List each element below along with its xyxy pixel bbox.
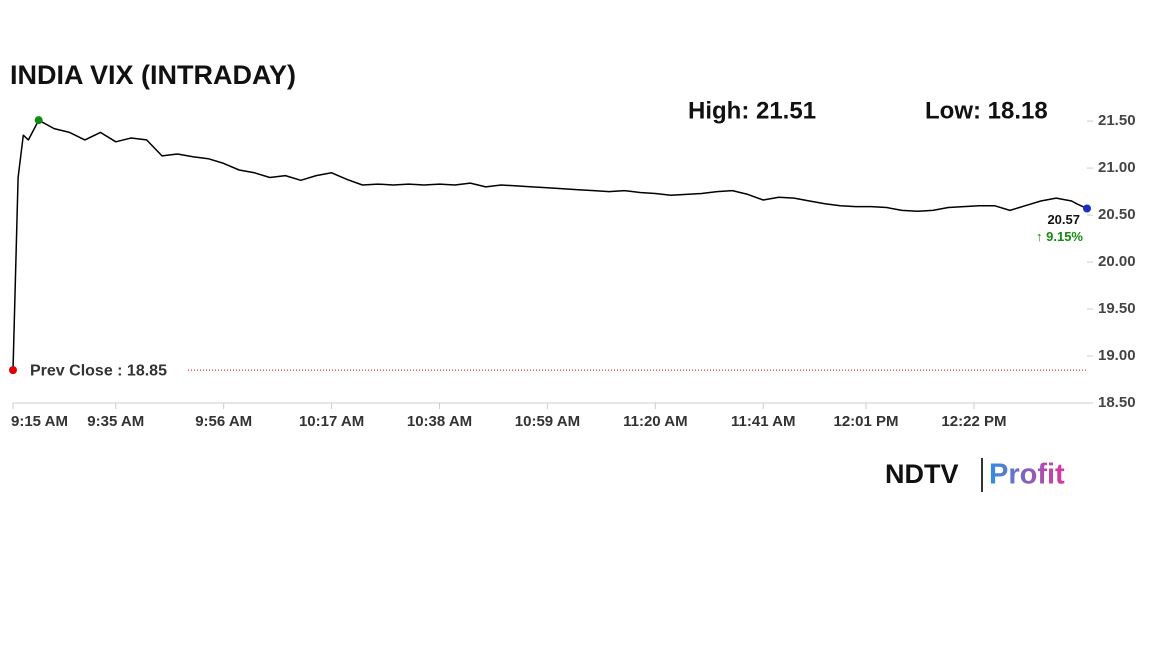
y-tick-label: 21.50 bbox=[1098, 112, 1136, 129]
y-tick-label: 19.00 bbox=[1098, 347, 1136, 364]
x-tick-label: 12:01 PM bbox=[834, 413, 899, 430]
high-label: High: 21.51 bbox=[688, 97, 816, 124]
brand-profit: Profit bbox=[989, 459, 1065, 491]
x-tick-label: 10:38 AM bbox=[407, 413, 472, 430]
y-tick-label: 19.50 bbox=[1098, 300, 1136, 317]
marker-first bbox=[9, 366, 17, 375]
y-tick-label: 18.50 bbox=[1098, 394, 1136, 411]
x-tick-label: 9:15 AM bbox=[11, 413, 68, 430]
brand-ndtv: NDTV bbox=[885, 459, 959, 489]
last-value-label: 20.57 bbox=[1047, 212, 1080, 227]
reference-label: Prev Close : 18.85 bbox=[30, 362, 167, 379]
price-line bbox=[12, 119, 1088, 371]
x-tick-label: 11:20 AM bbox=[623, 413, 687, 430]
chart-title: INDIA VIX (INTRADAY) bbox=[10, 60, 296, 90]
x-tick-label: 12:22 PM bbox=[941, 413, 1006, 430]
x-tick-label: 9:35 AM bbox=[87, 413, 144, 430]
x-tick-label: 10:59 AM bbox=[515, 413, 580, 430]
y-tick-label: 21.00 bbox=[1098, 159, 1136, 176]
low-label: Low: 18.18 bbox=[925, 97, 1048, 124]
y-tick-label: 20.00 bbox=[1098, 253, 1136, 270]
x-tick-label: 10:17 AM bbox=[299, 413, 364, 430]
x-tick-label: 9:56 AM bbox=[195, 413, 252, 430]
y-tick-label: 20.50 bbox=[1098, 206, 1136, 223]
marker-high bbox=[34, 116, 43, 125]
x-tick-label: 11:41 AM bbox=[731, 413, 795, 430]
marker-last bbox=[1083, 204, 1091, 213]
change-label: ↑ 9.15% bbox=[1036, 229, 1083, 244]
